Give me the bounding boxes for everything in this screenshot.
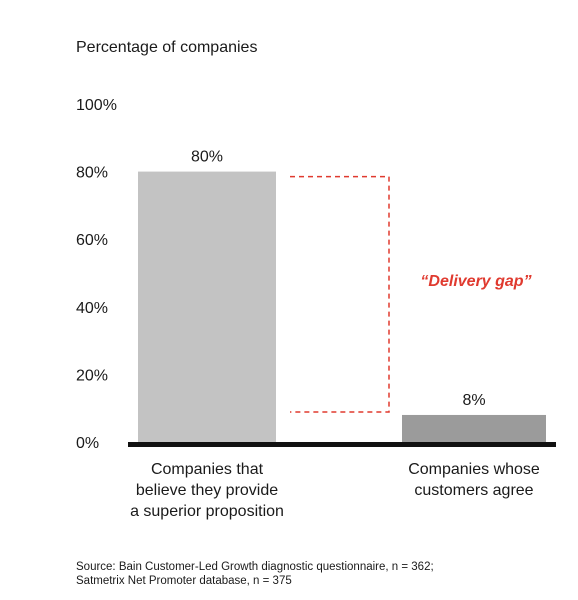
y-tick-label: 80%	[76, 165, 108, 182]
bar-data-label: 80%	[191, 149, 223, 166]
source-line-1: Source: Bain Customer-Led Growth diagnos…	[76, 561, 434, 573]
y-tick-label: 20%	[76, 367, 108, 384]
bar-superior-proposition	[138, 171, 276, 442]
x-category-label: Companies whose customers agree	[408, 461, 540, 499]
gap-dashed-bracket	[290, 175, 390, 413]
y-tick-label: 60%	[76, 232, 108, 249]
delivery-gap-bracket: “Delivery gap”	[290, 175, 532, 413]
source-line-2: Satmetrix Net Promoter database, n = 375	[76, 575, 292, 587]
y-tick-label: 0%	[76, 435, 99, 452]
y-axis-ticks: 100% 80% 60% 40% 20% 0%	[76, 97, 117, 452]
source-note: Source: Bain Customer-Led Growth diagnos…	[76, 560, 434, 588]
y-tick-label: 40%	[76, 300, 108, 317]
x-axis-labels: Companies that believe they provide a supe…	[130, 461, 540, 520]
bar-chart: Percentage of companies 100% 80% 60% 40% 20%…	[76, 39, 556, 520]
y-tick-label: 100%	[76, 97, 117, 114]
x-axis-baseline	[128, 442, 556, 447]
bars: 80% 8%	[138, 149, 546, 442]
bar-data-label: 8%	[462, 392, 485, 409]
y-axis-title: Percentage of companies	[76, 39, 257, 56]
bar-customers-agree	[402, 414, 546, 442]
x-category-label: Companies that believe they provide a supe…	[130, 461, 284, 520]
delivery-gap-annotation: “Delivery gap”	[420, 273, 531, 290]
